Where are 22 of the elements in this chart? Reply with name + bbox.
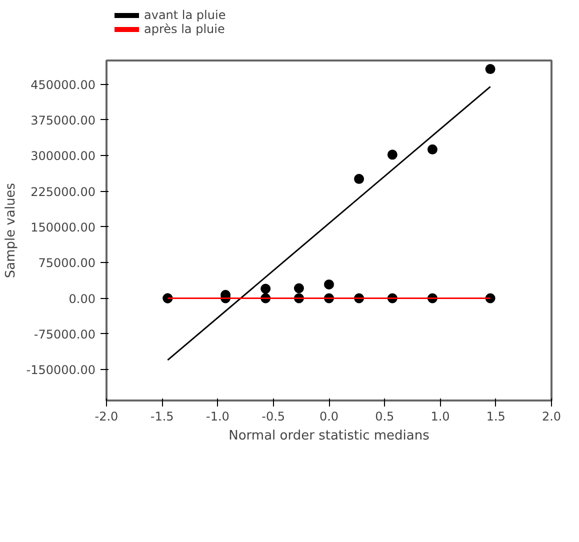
- y-tick-label: 300000.00: [30, 149, 96, 164]
- y-tick-label: -150000.00: [26, 363, 96, 378]
- x-tick-label: -1.5: [150, 410, 174, 424]
- y-tick-label: 225000.00: [30, 184, 96, 199]
- y-tick-label: 150000.00: [30, 220, 96, 234]
- y-tick-label: 75000.00: [38, 256, 96, 270]
- x-tick-label: 0.0: [319, 410, 339, 424]
- x-tick-label: -1.0: [206, 410, 230, 424]
- y-tick-label: -75000.00: [34, 327, 96, 342]
- x-tick-label: -0.5: [262, 410, 286, 424]
- y-tick-label: 450000.00: [30, 78, 96, 92]
- legend-label: avant la pluie: [144, 8, 226, 22]
- y-axis-title: Sample values: [3, 182, 18, 278]
- x-tick-label: 1.5: [486, 410, 506, 424]
- x-tick-label: 0.5: [375, 410, 394, 424]
- x-tick-label: 2.0: [542, 410, 562, 424]
- y-tick-label: 375000.00: [30, 113, 96, 128]
- x-axis-title: Normal order statistic medians: [228, 428, 430, 444]
- x-tick-label: -2.0: [94, 410, 118, 424]
- legend-label: après la pluie: [144, 22, 225, 36]
- x-tick-label: 1.0: [430, 410, 450, 424]
- y-tick-label: 0.00: [68, 292, 96, 306]
